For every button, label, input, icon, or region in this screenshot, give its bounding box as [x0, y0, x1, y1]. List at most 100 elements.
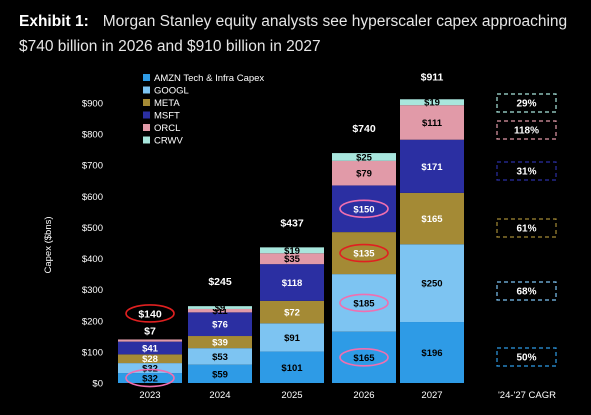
- legend-swatch: [143, 86, 150, 94]
- exhibit-number: Exhibit 1:: [19, 13, 89, 30]
- cagr-value: 118%: [514, 126, 539, 137]
- data-label: $7: [144, 325, 156, 337]
- y-tick-label: $500: [82, 223, 103, 234]
- bar-segment-msft-2023: [118, 341, 182, 355]
- data-label: $28: [142, 354, 158, 365]
- highlight-ellipse: [339, 243, 389, 263]
- legend-swatch: [143, 136, 150, 144]
- total-label: $140: [138, 308, 162, 320]
- bar-segment-meta-2023: [118, 354, 182, 364]
- cagr-header: '24-'27 CAGR: [498, 390, 556, 401]
- y-tick-label: $100: [82, 347, 103, 358]
- y-tick-label: $600: [82, 192, 103, 203]
- x-axis: 2023 2024 2025 2026 2027 '24-'27 CAGR: [139, 390, 556, 401]
- total-label: $245: [208, 276, 232, 288]
- exhibit-header: Exhibit 1: Morgan Stanley equity analysts…: [19, 9, 584, 59]
- bar-segment-amzn-2027: [400, 322, 464, 383]
- data-label: $111: [422, 118, 443, 129]
- x-tick-label: 2027: [421, 390, 442, 401]
- bar-segment-googl-2023: [118, 363, 182, 374]
- y-tick-label: $300: [82, 285, 103, 296]
- exhibit-title: Morgan Stanley equity analysts see hyper…: [19, 13, 568, 55]
- bar-segment-orcl-2025: [260, 253, 324, 265]
- data-label: $165: [421, 214, 443, 225]
- legend-swatch: [143, 74, 150, 81]
- cagr-value: 50%: [516, 353, 536, 364]
- data-label: $79: [356, 169, 372, 180]
- bar-segment-amzn-2026: [332, 331, 396, 383]
- bar-segment-msft-2027: [400, 139, 464, 193]
- bar-segment-googl-2025: [260, 323, 324, 352]
- bar-segment-googl-2027: [400, 244, 464, 323]
- bar-segment-msft-2024: [188, 312, 252, 337]
- bar-segment-msft-2025: [260, 264, 324, 301]
- data-label: $35: [284, 254, 301, 265]
- bar-segment-googl-2024: [188, 348, 252, 365]
- legend-label: META: [154, 98, 180, 109]
- data-label: $32: [142, 374, 158, 385]
- bar-segment-crwv-2027: [400, 99, 464, 106]
- data-label: $9: [215, 303, 226, 314]
- bar-segment-meta-2027: [400, 192, 464, 245]
- cagr-box: [496, 347, 557, 367]
- y-tick-label: $200: [82, 316, 103, 327]
- bar-segment-orcl-2027: [400, 105, 464, 140]
- data-label: $25: [356, 152, 373, 163]
- legend-label: AMZN Tech & Infra Capex: [154, 73, 264, 84]
- data-label: $39: [212, 338, 228, 349]
- y-tick-label: $700: [82, 161, 103, 172]
- y-tick-label: $0: [92, 379, 103, 390]
- bar-segment-orcl-2023: [118, 339, 182, 342]
- legend-label: MSFT: [154, 111, 180, 122]
- x-tick-label: 2023: [139, 390, 160, 401]
- bars-group: $32$32$28$41$7$140$59$53$39$76$11$9$245$…: [118, 71, 464, 388]
- bar-segment-meta-2026: [332, 232, 396, 275]
- highlight-ellipse: [339, 293, 389, 313]
- cagr-value: 29%: [516, 99, 536, 110]
- highlight-ellipse: [125, 368, 175, 388]
- bar-segment-orcl-2024: [188, 308, 252, 313]
- data-label: $19: [284, 246, 300, 257]
- cagr-box: [496, 281, 557, 301]
- bar-segment-amzn-2024: [188, 364, 252, 383]
- highlight-ellipse: [125, 304, 175, 323]
- bar-segment-crwv-2024: [188, 306, 252, 309]
- legend-swatch: [143, 111, 150, 119]
- data-label: $11: [212, 306, 228, 317]
- bar-segment-msft-2026: [332, 185, 396, 233]
- bar-segment-meta-2025: [260, 300, 324, 324]
- data-label: $185: [353, 298, 375, 309]
- cagr-value: 61%: [516, 224, 536, 235]
- legend-label: GOOGL: [154, 86, 189, 97]
- y-tick-label: $900: [82, 99, 103, 110]
- cagr-value: 68%: [516, 287, 536, 298]
- bar-segment-amzn-2025: [260, 351, 324, 383]
- y-axis: $0 $100 $200 $300 $400 $500 $600 $700 $800 $900: [82, 99, 103, 390]
- data-label: $19: [424, 98, 440, 109]
- bar-segment-crwv-2025: [260, 247, 324, 254]
- data-label: $196: [421, 348, 442, 359]
- legend-label: CRWV: [154, 136, 184, 147]
- total-label: $740: [352, 123, 376, 135]
- highlight-ellipse: [339, 348, 389, 367]
- data-label: $150: [353, 204, 374, 215]
- data-label: $76: [212, 320, 228, 331]
- data-label: $53: [212, 352, 228, 363]
- data-label: $165: [353, 353, 375, 364]
- data-label: $135: [353, 249, 375, 260]
- total-label: $911: [421, 71, 444, 83]
- cagr-box: [496, 120, 557, 140]
- x-tick-label: 2026: [353, 390, 374, 401]
- data-label: $118: [282, 278, 303, 289]
- x-tick-label: 2025: [281, 390, 302, 401]
- y-axis-title: Capex ($bns): [43, 216, 54, 273]
- data-label: $72: [284, 308, 300, 319]
- data-label: $171: [421, 162, 443, 173]
- legend-swatch: [143, 99, 150, 106]
- highlight-ellipse: [339, 199, 389, 219]
- cagr-box: [496, 161, 557, 181]
- bar-segment-crwv-2026: [332, 153, 396, 161]
- data-label: $250: [421, 279, 442, 290]
- y-tick-label: $800: [82, 130, 103, 141]
